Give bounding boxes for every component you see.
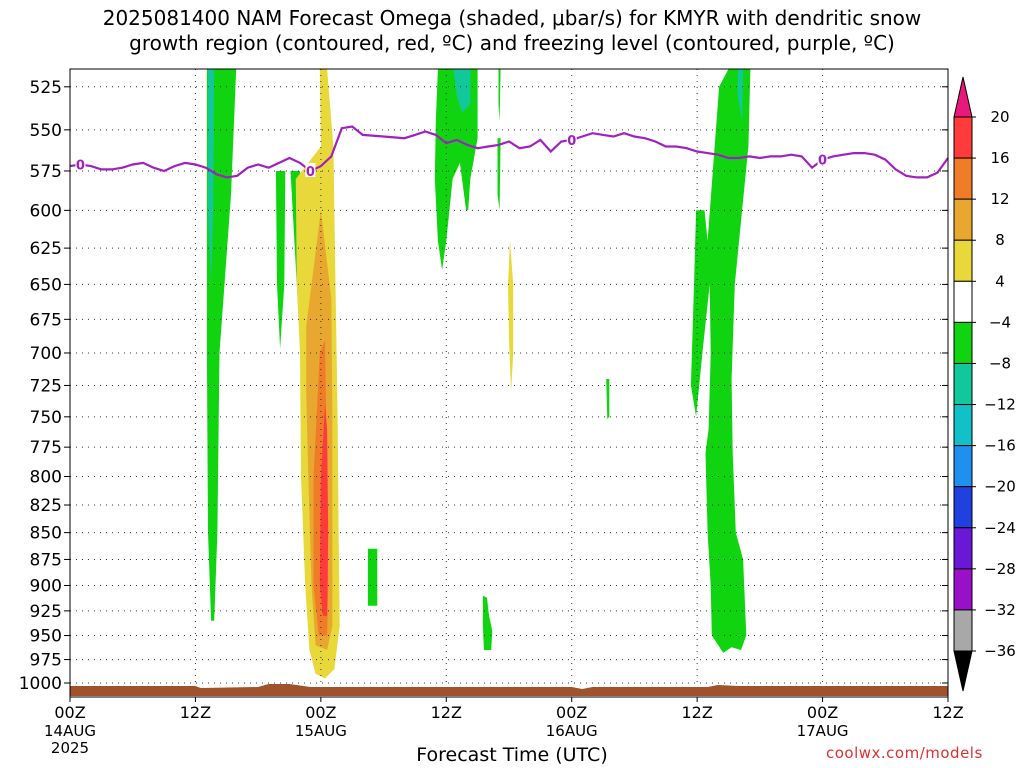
freezing-level-line (69, 125, 949, 179)
y-tick-label-800: 800 (30, 468, 62, 488)
freezing-level-label-2: 0 (567, 134, 576, 149)
omega-region-7 (319, 404, 329, 616)
y-tick-label-900: 900 (30, 577, 62, 597)
x-year-label-0: 2025 (51, 739, 89, 757)
colorbar-top-arrow (953, 76, 973, 118)
y-tick-label-850: 850 (30, 524, 62, 544)
colorbar-label--36: −36 (984, 642, 1016, 660)
omega-region-0 (206, 69, 237, 621)
colorbar-label--28: −28 (984, 560, 1016, 578)
omega-region-8 (367, 548, 378, 606)
colorbar-bin-2 (953, 198, 973, 241)
y-tick-label-950: 950 (30, 627, 62, 647)
x-date-label-72: 17AUG (797, 722, 849, 740)
x-date-label-48: 16AUG (546, 722, 598, 740)
omega-region-16 (690, 69, 751, 653)
freezing-label-bg-1 (305, 162, 316, 177)
colorbar-label--8: −8 (989, 354, 1011, 372)
x-tick-label-36: 12Z (431, 703, 462, 722)
omega-region-11 (498, 69, 501, 122)
y-tick-label-875: 875 (30, 550, 62, 570)
colorbar-label--24: −24 (984, 519, 1016, 537)
colorbar-label-4: 4 (995, 272, 1005, 290)
colorbar-bin-6 (953, 362, 973, 406)
x-tick-label-24: 00Z (305, 703, 336, 722)
plot-frame (69, 68, 949, 698)
terrain-layer (70, 684, 948, 696)
omega-region-9 (434, 69, 478, 271)
omega-region-10 (453, 69, 471, 113)
y-tick-label-700: 700 (30, 344, 62, 364)
title-line-2: growth region (contoured, red, ºC) and f… (129, 31, 895, 55)
freezing-level-label-1: 0 (306, 165, 315, 180)
colorbar-bin-4 (953, 280, 973, 323)
omega-region-1 (208, 69, 215, 285)
x-axis-label: Forecast Time (UTC) (416, 744, 608, 766)
x-date-label-0: 14AUG (44, 722, 96, 740)
omega-region-15 (482, 595, 493, 650)
x-tick-label-84: 12Z (932, 703, 963, 722)
freezing-level-layer: 0 0 0 0 (69, 125, 949, 180)
colorbar-bin-11 (953, 568, 973, 611)
colorbar-label--32: −32 (984, 601, 1016, 619)
freezing-label-bg-2 (566, 131, 577, 146)
colorbar: 20 16 12 8 4 −4 −8 −12 −16 −20 −24 −28 −32 −36 (953, 76, 1016, 692)
y-tick-label-550: 550 (30, 121, 62, 141)
colorbar-bin-10 (953, 527, 973, 570)
x-tick-label-72: 00Z (807, 703, 838, 722)
freezing-level-label-3: 0 (818, 154, 827, 169)
y-tick-label-725: 725 (30, 376, 62, 396)
freezing-label-bg-3 (817, 151, 828, 166)
colorbar-bottom-arrow (953, 650, 973, 692)
y-tick-label-650: 650 (30, 275, 62, 295)
x-tick-label-12: 12Z (180, 703, 211, 722)
x-tick-label-48: 00Z (556, 703, 587, 722)
colorbar-label--16: −16 (984, 437, 1016, 455)
colorbar-bin-9 (953, 486, 973, 529)
y-tick-label-625: 625 (30, 239, 62, 259)
omega-shading-layer (206, 69, 751, 679)
y-tick-label-1000: 1000 (19, 674, 62, 694)
colorbar-bin-5 (953, 321, 973, 364)
colorbar-label--20: −20 (984, 478, 1016, 496)
colorbar-label-16: 16 (990, 149, 1009, 167)
y-tick-label-825: 825 (30, 496, 62, 516)
x-tick-label-0: 00Z (54, 703, 85, 722)
omega-region-13 (508, 240, 514, 392)
colorbar-label--4: −4 (989, 313, 1011, 331)
omega-region-12 (497, 138, 501, 211)
y-tick-label-775: 775 (30, 438, 62, 458)
y-tick-label-675: 675 (30, 310, 62, 330)
y-tick-label-975: 975 (30, 651, 62, 671)
axes-layer: 525 550 575 600 625 650 675 700 725 750 775 800 825 8… (19, 68, 964, 757)
terrain-band (70, 684, 948, 696)
colorbar-label-20: 20 (990, 108, 1009, 126)
title-line-1: 2025081400 NAM Forecast Omega (shaded, μ… (102, 6, 922, 30)
source-credit: coolwx.com/models (826, 744, 983, 762)
omega-region-17 (737, 69, 744, 122)
x-tick-label-60: 12Z (681, 703, 712, 722)
x-date-label-24: 15AUG (295, 722, 347, 740)
colorbar-bin-1 (953, 157, 973, 200)
omega-region-14 (606, 379, 610, 420)
freezing-level-label-0: 0 (76, 159, 85, 174)
y-tick-label-600: 600 (30, 201, 62, 221)
colorbar-bin-12 (953, 609, 973, 652)
colorbar-label-8: 8 (995, 231, 1005, 249)
omega-region-2 (275, 171, 286, 349)
y-tick-label-750: 750 (30, 408, 62, 428)
colorbar-bin-8 (953, 445, 973, 488)
freezing-label-bg-0 (75, 156, 86, 171)
y-tick-label-575: 575 (30, 162, 62, 182)
colorbar-label-12: 12 (990, 190, 1009, 208)
colorbar-label--12: −12 (984, 396, 1016, 414)
y-tick-label-525: 525 (30, 78, 62, 98)
colorbar-bin-0 (953, 116, 973, 159)
colorbar-bin-3 (953, 239, 973, 282)
grid-layer (69, 69, 949, 697)
colorbar-bin-7 (953, 404, 973, 447)
chart-title: 2025081400 NAM Forecast Omega (shaded, μ… (0, 6, 1024, 56)
y-tick-label-925: 925 (30, 602, 62, 622)
